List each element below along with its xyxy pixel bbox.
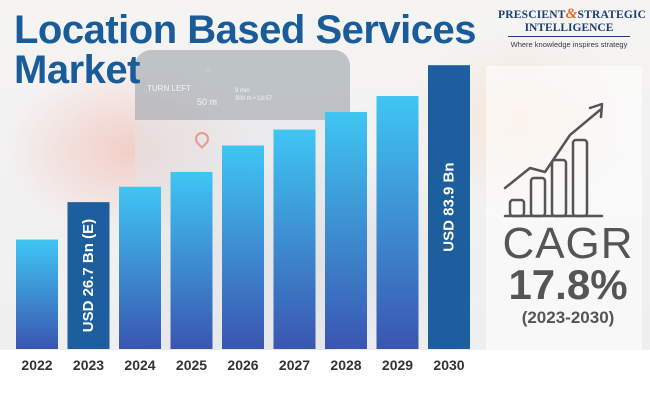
tick-label-2022: 2022 xyxy=(21,357,52,373)
bar-2030 xyxy=(428,65,470,349)
bar-2027 xyxy=(273,129,316,349)
logo-ampersand: & xyxy=(565,6,578,22)
logo-word-strategic: STRATEGIC xyxy=(577,9,647,21)
bar-2028 xyxy=(325,111,367,349)
phone-wifi-icon: ◠ xyxy=(205,69,212,76)
bar-2025 xyxy=(170,171,213,349)
cagr-panel xyxy=(486,66,642,350)
tick-label-2027: 2027 xyxy=(279,357,310,373)
title-line-2: Market xyxy=(14,48,140,92)
tick-label-2023: 2023 xyxy=(73,357,104,373)
phone-distance-text: 50 m xyxy=(197,97,218,107)
bar-annotation-2030: USD 83.9 Bn xyxy=(441,162,458,251)
tick-label-2025: 2025 xyxy=(176,357,207,373)
x-axis-tick-labels: 2022 2023 2024 2025 2026 2027 2028 2029 2030 xyxy=(21,357,464,373)
tick-label-2026: 2026 xyxy=(227,357,258,373)
logo-line-2: INTELLIGENCE xyxy=(524,22,614,34)
logo-line-1: PRESCIENT&STRATEGIC xyxy=(498,6,646,22)
axis-strip xyxy=(0,350,650,400)
bar-2026 xyxy=(222,145,264,349)
bars-group xyxy=(16,65,470,349)
bar-2023 xyxy=(67,202,110,349)
bar-2022 xyxy=(16,239,58,349)
phone-eta-text: 9 min 300 m • 13:57 xyxy=(235,88,273,102)
page-title: Location Based Services Market xyxy=(14,8,477,92)
tick-label-2030: 2030 xyxy=(433,357,464,373)
tick-label-2028: 2028 xyxy=(330,357,361,373)
phone-turn-left-text: TURN LEFT xyxy=(147,84,191,93)
phone-nav-header xyxy=(135,50,350,120)
logo-tagline: Where knowledge inspires strategy xyxy=(510,40,628,49)
logo-divider xyxy=(508,36,630,37)
brand-logo: PRESCIENT&STRATEGIC INTELLIGENCE Where k… xyxy=(498,6,646,50)
tick-label-2029: 2029 xyxy=(382,357,413,373)
cagr-label: CAGR xyxy=(502,219,634,268)
title-line-1: Location Based Services xyxy=(14,8,477,52)
tick-label-2024: 2024 xyxy=(124,357,155,373)
cagr-period: (2023-2030) xyxy=(521,308,615,327)
bar-annotation-2023: USD 26.7 Bn (E) xyxy=(80,219,97,332)
bar-2029 xyxy=(376,96,419,349)
bar-2024 xyxy=(119,186,161,349)
bar-annotations-group: USD 26.7 Bn (E) USD 83.9 Bn xyxy=(80,162,458,332)
cagr-value: 17.8% xyxy=(508,261,628,308)
growth-chart-icon xyxy=(503,102,604,218)
logo-word-prescient: PRESCIENT xyxy=(498,9,566,21)
